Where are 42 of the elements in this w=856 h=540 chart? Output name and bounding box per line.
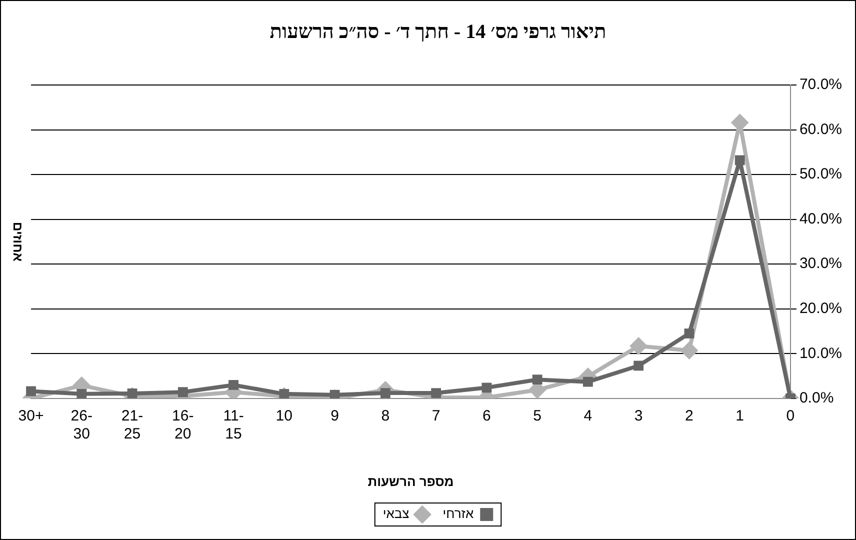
x-tick-label: 5 <box>533 408 542 425</box>
x-axis-title: מספר הרשעות <box>368 474 454 489</box>
x-tick-label: 2 <box>685 408 694 425</box>
x-tick-label: 16-20 <box>172 408 194 443</box>
y-tick-label: 50.0% <box>799 166 842 183</box>
x-tick-label: 8 <box>381 408 390 425</box>
legend-label: אזרחי <box>442 506 474 522</box>
point <box>228 380 238 390</box>
x-tick-label: 7 <box>432 408 440 425</box>
y-tick-label: 40.0% <box>799 210 842 228</box>
chart-title: תיאור גרפי מס׳ 14 - חתך ד׳ - סה״כ הרשעות <box>270 21 606 44</box>
x-tick-label: 1 <box>736 408 744 425</box>
y-tick-label: 10.0% <box>799 344 842 362</box>
point <box>684 328 694 338</box>
point <box>582 376 593 387</box>
y-axis-title: אחוזים <box>10 222 26 262</box>
point <box>734 155 745 166</box>
point <box>482 382 492 393</box>
x-tick-label: 26-30 <box>70 408 92 443</box>
x-tick-label: 6 <box>482 408 491 425</box>
x-tick-label: 21-25 <box>121 408 144 443</box>
point <box>680 341 698 360</box>
x-tick-label: 30+ <box>18 408 44 425</box>
x-tick-label: 9 <box>330 408 339 425</box>
y-tick-label: 0.0% <box>799 390 834 407</box>
x-tick-label: 0 <box>786 408 795 425</box>
point <box>76 388 87 398</box>
point <box>330 390 340 398</box>
x-tick-label: 10 <box>276 408 292 425</box>
y-tick-label: 30.0% <box>799 255 842 272</box>
legend-label: צבאי <box>382 506 410 522</box>
x-tick-label: 11-15 <box>223 408 244 443</box>
y-tick-label: 60.0% <box>799 120 842 138</box>
x-tick-label: 3 <box>634 408 643 425</box>
point <box>630 337 648 356</box>
point <box>26 386 36 396</box>
point <box>532 374 542 385</box>
point <box>431 388 441 398</box>
point <box>634 360 644 371</box>
y-tick-label: 20.0% <box>799 300 842 317</box>
x-tick-label: 4 <box>584 408 592 425</box>
y-tick-label: 70.0% <box>799 76 842 94</box>
